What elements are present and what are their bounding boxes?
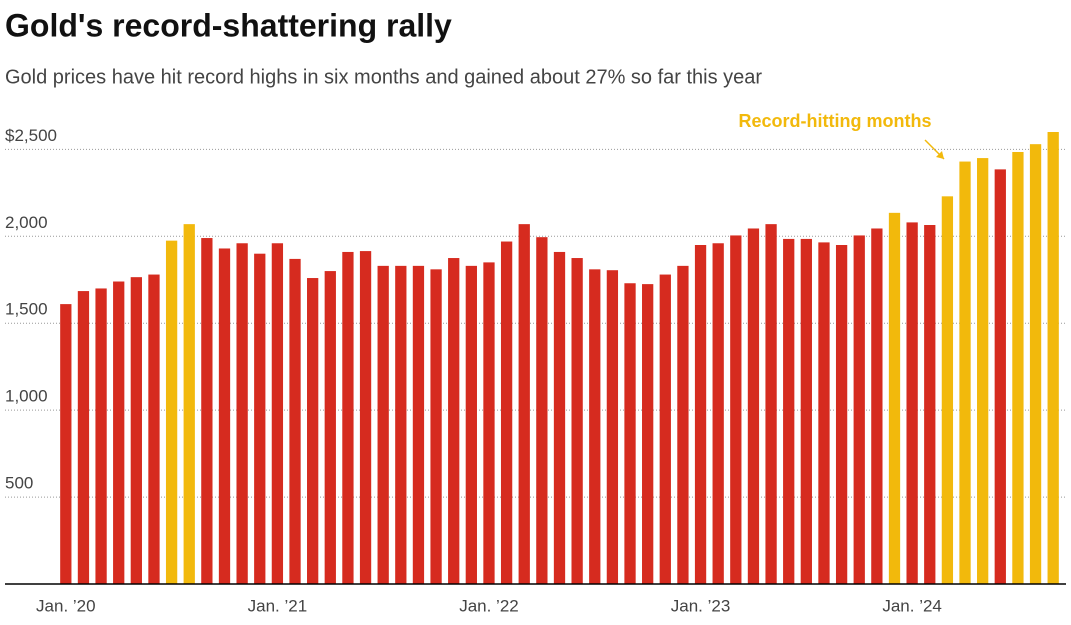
bar: [271, 243, 284, 584]
bar: [377, 265, 389, 584]
annotation: Record-hitting months: [739, 111, 932, 131]
bar: [1047, 132, 1059, 584]
bar: [924, 225, 936, 584]
bar: [130, 277, 142, 584]
chart-title: Gold's record-shattering rally: [5, 7, 452, 43]
bar: [1029, 144, 1042, 584]
bar: [730, 235, 742, 584]
bar: [236, 243, 248, 584]
bar: [483, 262, 495, 584]
bar: [553, 251, 566, 584]
bar: [60, 304, 72, 584]
bar: [430, 269, 442, 584]
bar: [871, 228, 883, 584]
bar: [959, 161, 971, 585]
x-tick-label: Jan. ’21: [248, 596, 308, 615]
bar: [518, 224, 530, 584]
bar: [606, 270, 619, 584]
chart-subtitle: Gold prices have hit record highs in six…: [5, 66, 762, 88]
bar: [818, 242, 830, 584]
bar: [694, 245, 707, 584]
bar: [183, 224, 195, 584]
bar: [324, 271, 336, 584]
bar: [500, 241, 513, 584]
bar: [624, 283, 636, 584]
bar: [677, 265, 689, 584]
bar: [906, 222, 918, 584]
bar: [659, 274, 671, 584]
y-tick-label: 1,500: [5, 300, 48, 319]
bar: [853, 235, 865, 584]
x-tick-label: Jan. ’24: [882, 596, 942, 615]
bar: [77, 291, 90, 584]
bar: [642, 284, 654, 584]
bar: [218, 248, 231, 584]
y-tick-label: 2,000: [5, 213, 48, 232]
bar: [800, 238, 812, 584]
bar: [342, 251, 354, 584]
y-tick-label: 500: [5, 474, 33, 493]
bar: [359, 251, 372, 585]
bar: [783, 238, 795, 584]
bar: [994, 169, 1006, 584]
x-tick-label: Jan. ’20: [36, 596, 96, 615]
bar: [536, 237, 548, 584]
x-tick-label: Jan. ’23: [671, 596, 731, 615]
y-tick-label: $2,500: [5, 126, 57, 145]
bar: [165, 240, 178, 584]
bar: [201, 238, 213, 585]
bar: [941, 196, 954, 585]
bar: [765, 224, 777, 584]
bar: [113, 281, 125, 584]
bar: [747, 228, 760, 584]
bar: [712, 243, 724, 584]
bar: [977, 158, 989, 585]
bar: [888, 212, 901, 585]
bar: [254, 253, 266, 584]
bar: [95, 288, 107, 584]
y-tick-label: 1,000: [5, 387, 48, 406]
bar: [148, 274, 160, 584]
bar: [395, 265, 407, 584]
x-tick-label: Jan. ’22: [459, 596, 519, 615]
bar: [289, 258, 301, 584]
bar: [571, 258, 583, 584]
bar: [835, 245, 848, 584]
bar: [307, 278, 319, 584]
bar: [465, 265, 477, 584]
bar: [589, 269, 601, 584]
bar: [448, 258, 460, 584]
annotation-arrowhead: [936, 151, 944, 159]
bar: [1012, 151, 1024, 584]
bar: [412, 265, 425, 584]
